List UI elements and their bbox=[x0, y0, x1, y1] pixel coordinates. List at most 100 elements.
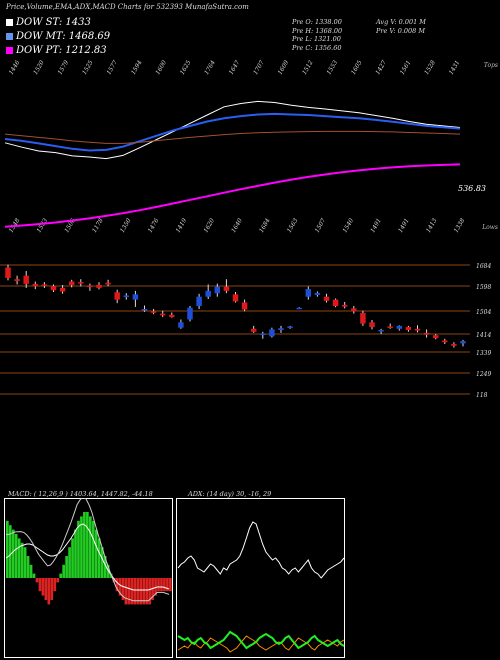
grid-lines bbox=[0, 264, 470, 395]
ema-line-white bbox=[4, 100, 461, 160]
adx-plus-di-line bbox=[177, 630, 345, 650]
ema-line-orange bbox=[4, 130, 461, 144]
candle-body bbox=[296, 307, 302, 310]
adx-panel bbox=[176, 498, 345, 658]
candle-body bbox=[432, 335, 439, 339]
candle-body bbox=[5, 267, 11, 279]
legend-swatch-pt bbox=[6, 47, 13, 54]
macd-hist-bar bbox=[97, 538, 101, 578]
macd-hist-bar bbox=[56, 578, 60, 583]
macd-hist-bar bbox=[68, 547, 71, 578]
macd-hist-bar bbox=[71, 538, 74, 578]
candle-body bbox=[414, 328, 421, 331]
candle-body bbox=[41, 284, 48, 286]
macd-line bbox=[5, 498, 170, 602]
legend-dow-pt: DOW PT: 1212.83 bbox=[6, 45, 107, 56]
macd-hist-bar bbox=[166, 578, 169, 592]
ema-top-label: 1525 bbox=[81, 59, 95, 76]
candle-body bbox=[50, 286, 57, 291]
tops-label: Tops bbox=[484, 62, 498, 69]
macd-hist-bar bbox=[80, 516, 83, 578]
macd-hist-bar bbox=[8, 525, 12, 578]
candle-body bbox=[314, 292, 321, 295]
price-tick-label: 1249 bbox=[476, 371, 491, 378]
macd-hist-bar bbox=[145, 578, 148, 605]
candle-body bbox=[423, 332, 430, 335]
macd-hist-bar bbox=[136, 578, 140, 605]
macd-hist-bar bbox=[115, 578, 119, 592]
info-pre-high: Pre H: 1368.00 bbox=[292, 26, 343, 35]
candle-body bbox=[78, 282, 84, 284]
macd-hist-bar bbox=[32, 573, 36, 578]
chart-title: Price,Volume,EMA,ADX,MACD Charts for 532… bbox=[6, 3, 249, 11]
price-axis-ticks: 1684 1598 1504 1414 1339 1249 118 bbox=[476, 263, 491, 399]
ema-top-label: 1579 bbox=[57, 59, 71, 76]
macd-hist-bar bbox=[133, 578, 137, 605]
ema-top-label: 1520 bbox=[32, 59, 46, 76]
macd-hist-bar bbox=[91, 520, 95, 578]
ema-top-label: 1528 bbox=[423, 59, 437, 76]
macd-hist-bar bbox=[35, 578, 39, 583]
macd-hist-bar bbox=[169, 578, 172, 592]
macd-hist-bar bbox=[106, 564, 110, 578]
macd-hist-bar bbox=[83, 512, 86, 578]
macd-hist-bar bbox=[50, 578, 54, 600]
candles-panel: 1684 1598 1504 1414 1339 1249 118 bbox=[0, 263, 491, 399]
macd-hist-bar bbox=[94, 529, 98, 578]
info-pre-close: Pre C: 1356.60 bbox=[292, 43, 342, 52]
ema-lines bbox=[4, 100, 461, 228]
info-pre-open: Pre O: 1338.00 bbox=[292, 18, 342, 26]
ema-top-label: 1625 bbox=[179, 59, 193, 76]
macd-panel bbox=[4, 498, 173, 658]
ema-top-label: 1594 bbox=[130, 59, 144, 76]
macd-hist-bar bbox=[26, 556, 30, 578]
macd-hist-bar bbox=[127, 578, 131, 605]
macd-hist-bar bbox=[38, 578, 42, 592]
ema-top-label: 1609 bbox=[277, 59, 291, 76]
info-pre-volume: Pre V: 0.008 M bbox=[376, 26, 426, 35]
macd-hist-bar bbox=[89, 516, 92, 578]
candle-body bbox=[169, 314, 175, 318]
macd-hist-bar bbox=[157, 578, 160, 592]
candle-body bbox=[87, 285, 93, 288]
ema-panel: Tops Lows 536.83 1446 1520 1579 1525 1577 159… bbox=[4, 59, 498, 234]
candle-body bbox=[442, 340, 448, 343]
ema-top-label: 1431 bbox=[448, 59, 462, 76]
candle-body bbox=[23, 275, 29, 284]
macd-hist-bar bbox=[100, 547, 104, 578]
ema-top-label: 1707 bbox=[252, 59, 266, 76]
info-pre-low: Pre L: 1321.00 bbox=[292, 35, 341, 43]
price-tick-label: 1414 bbox=[476, 332, 491, 339]
candle-body bbox=[451, 343, 457, 346]
macd-hist-bar bbox=[148, 578, 151, 605]
macd-hist-bar bbox=[23, 547, 27, 578]
candle-body bbox=[387, 326, 393, 328]
macd-hist-bar bbox=[154, 578, 157, 596]
candle-body bbox=[150, 311, 157, 313]
macd-hist-bar bbox=[121, 578, 125, 600]
candle-body bbox=[178, 322, 184, 328]
macd-hist-bar bbox=[160, 578, 163, 592]
candle-body bbox=[223, 286, 230, 291]
info-col-1: Pre O: 1338.00 Pre H: 1368.00 Pre L: 132… bbox=[292, 18, 342, 52]
lows-label: Lows bbox=[481, 224, 498, 231]
macd-hist-bar bbox=[62, 564, 65, 578]
candle-body bbox=[378, 329, 384, 332]
candle-body bbox=[232, 294, 239, 302]
legend-label-mt: DOW MT: 1468.69 bbox=[16, 31, 111, 42]
candle-body bbox=[32, 283, 39, 287]
macd-hist-bar bbox=[59, 573, 63, 578]
candle-body bbox=[269, 329, 275, 337]
candle-body bbox=[305, 289, 312, 297]
adx-line bbox=[177, 521, 345, 579]
candle-body bbox=[460, 341, 466, 344]
info-col-2: Avg V: 0.001 M Pre V: 0.008 M bbox=[376, 18, 426, 35]
adx-frame bbox=[176, 498, 345, 658]
macd-hist-bar bbox=[41, 578, 45, 596]
ema-top-label: 1600 bbox=[154, 59, 168, 76]
candle-body bbox=[287, 326, 293, 328]
macd-hist-bar bbox=[139, 578, 143, 605]
info-avg-volume: Avg V: 0.001 M bbox=[376, 18, 426, 26]
macd-hist-bar bbox=[86, 512, 89, 578]
candle-body bbox=[59, 287, 66, 292]
